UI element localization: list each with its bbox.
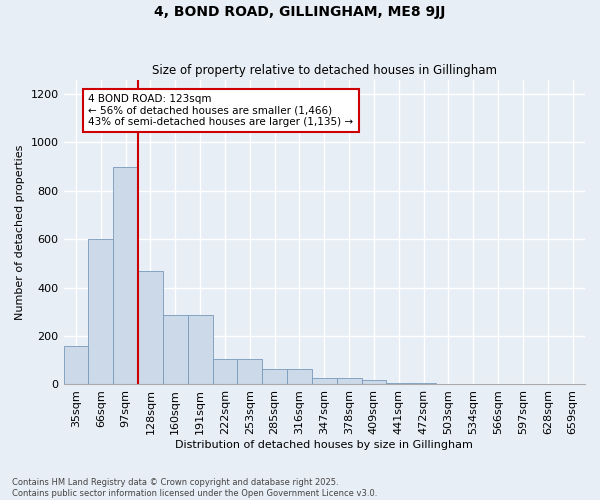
Bar xyxy=(188,316,212,384)
Bar xyxy=(337,378,362,384)
X-axis label: Distribution of detached houses by size in Gillingham: Distribution of detached houses by size … xyxy=(175,440,473,450)
Bar xyxy=(386,383,411,384)
Bar xyxy=(238,359,262,384)
Bar xyxy=(287,369,312,384)
Title: Size of property relative to detached houses in Gillingham: Size of property relative to detached ho… xyxy=(152,64,497,77)
Bar xyxy=(362,380,386,384)
Text: 4 BOND ROAD: 123sqm
← 56% of detached houses are smaller (1,466)
43% of semi-det: 4 BOND ROAD: 123sqm ← 56% of detached ho… xyxy=(88,94,353,128)
Text: 4, BOND ROAD, GILLINGHAM, ME8 9JJ: 4, BOND ROAD, GILLINGHAM, ME8 9JJ xyxy=(154,5,446,19)
Text: Contains HM Land Registry data © Crown copyright and database right 2025.
Contai: Contains HM Land Registry data © Crown c… xyxy=(12,478,377,498)
Bar xyxy=(262,369,287,384)
Y-axis label: Number of detached properties: Number of detached properties xyxy=(15,144,25,320)
Bar xyxy=(64,346,88,385)
Bar xyxy=(411,383,436,384)
Bar xyxy=(113,166,138,384)
Bar xyxy=(312,378,337,384)
Bar xyxy=(163,316,188,384)
Bar xyxy=(138,270,163,384)
Bar xyxy=(212,359,238,384)
Bar xyxy=(88,240,113,384)
